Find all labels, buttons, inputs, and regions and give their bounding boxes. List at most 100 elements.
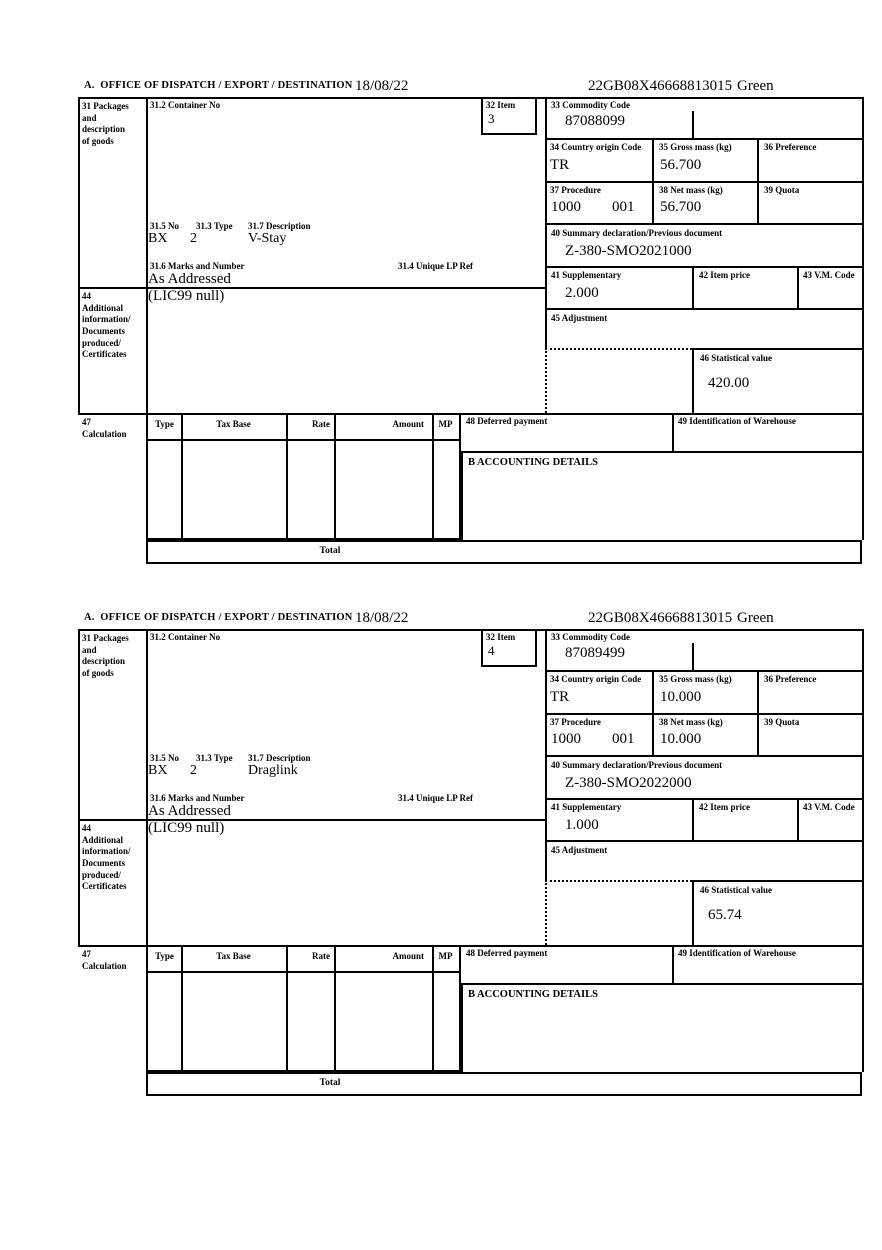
unique-lp-ref-label: 31.4 Unique LP Ref: [398, 261, 474, 271]
box39-quota: 39 Quota: [757, 183, 862, 225]
box40-previous-document: 40 Summary declaration/Previous document…: [545, 225, 862, 268]
border-line: [334, 415, 336, 538]
border-line: [286, 947, 288, 1070]
box43-vm-code: 43 V.M. Code: [797, 800, 862, 842]
dotted-subtotal-box: [545, 880, 692, 945]
additional-information-value: (LIC99 null): [148, 288, 225, 304]
accounting-details-label: B ACCOUNTING DETAILS: [468, 457, 598, 468]
statistical-value: 65.74: [708, 907, 742, 923]
office-of-dispatch-header: A. OFFICE OF DISPATCH / EXPORT / DESTINA…: [84, 612, 353, 623]
box36-preference: 36 Preference: [757, 672, 862, 715]
box35-gross-mass: 35 Gross mass (kg) 56.700: [652, 140, 757, 183]
border-line: [78, 629, 864, 631]
border-line: [78, 97, 864, 99]
declaration-item-block-2: A. OFFICE OF DISPATCH / EXPORT / DESTINA…: [78, 610, 864, 1096]
box48-deferred-payment: 48 Deferred payment: [461, 945, 672, 985]
preference-label: 36 Preference: [764, 674, 817, 684]
border-line: [148, 439, 459, 441]
border-line: [432, 415, 434, 538]
calc-amount-header: Amount: [392, 951, 424, 961]
preference-label: 36 Preference: [764, 142, 817, 152]
marks-and-number-label: 31.6 Marks and Number: [150, 261, 245, 271]
deferred-payment-label: 48 Deferred payment: [466, 948, 548, 958]
box31-packages-label: 31 Packages and description of goods: [82, 633, 129, 679]
box37-procedure: 37 Procedure 1000 001: [545, 715, 652, 757]
commodity-code-divider: [692, 111, 694, 138]
box32-item: 32 Item 4: [481, 629, 537, 667]
box35-gross-mass: 35 Gross mass (kg) 10.000: [652, 672, 757, 715]
gross-mass-value: 56.700: [660, 157, 702, 173]
calc-mp-header: MP: [438, 951, 453, 961]
supplementary-value: 2.000: [565, 285, 599, 301]
package-no-label: 31.5 No: [150, 753, 179, 763]
box49-warehouse-id: 49 Identification of Warehouse: [672, 413, 862, 453]
border-line: [432, 947, 434, 1070]
movement-reference-number: 22GB08X46668813015: [588, 78, 733, 94]
accounting-details-box: B ACCOUNTING DETAILS: [461, 985, 862, 1072]
box45-adjustment: 45 Adjustment: [545, 842, 862, 880]
declaration-item-block-1: A. OFFICE OF DISPATCH / EXPORT / DESTINA…: [78, 78, 864, 564]
goods-description-value: Draglink: [248, 763, 298, 778]
country-origin-label: 34 Country origin Code: [550, 674, 642, 684]
box48-deferred-payment: 48 Deferred payment: [461, 413, 672, 453]
statistical-value: 420.00: [708, 375, 750, 391]
total-label: Total: [319, 1078, 341, 1088]
border-line: [78, 97, 80, 413]
box31-packages-label: 31 Packages and description of goods: [82, 101, 129, 147]
calc-tax-base-header: Tax Base: [216, 951, 251, 961]
package-type-value: 2: [190, 763, 197, 778]
border-line: [148, 971, 459, 973]
border-line: [146, 629, 148, 945]
box39-quota: 39 Quota: [757, 715, 862, 757]
border-line: [181, 415, 183, 538]
dotted-subtotal-box: [545, 348, 692, 413]
box44-additional-info-label: 44 Additional information/ Documents pro…: [82, 823, 131, 892]
procedure-label: 37 Procedure: [550, 717, 601, 727]
previous-document-label: 40 Summary declaration/Previous document: [551, 760, 723, 770]
box38-net-mass: 38 Net mass (kg) 56.700: [652, 183, 757, 225]
adjustment-label: 45 Adjustment: [551, 845, 608, 855]
total-row: Total: [146, 540, 862, 564]
supplementary-value: 1.000: [565, 817, 599, 833]
border-line: [78, 945, 864, 947]
warehouse-id-label: 49 Identification of Warehouse: [678, 416, 796, 426]
previous-document-label: 40 Summary declaration/Previous document: [551, 228, 723, 238]
total-row: Total: [146, 1072, 862, 1096]
calc-amount-header: Amount: [392, 419, 424, 429]
box33-commodity-code: 33 Commodity Code 87088099: [545, 97, 862, 140]
quota-label: 39 Quota: [764, 717, 800, 727]
vm-code-label: 43 V.M. Code: [803, 802, 855, 812]
gross-mass-value: 10.000: [660, 689, 702, 705]
commodity-code-label: 33 Commodity Code: [551, 632, 630, 642]
calculation-table: Type Tax Base Rate Amount MP: [146, 945, 461, 1072]
unique-lp-ref-label: 31.4 Unique LP Ref: [398, 793, 474, 803]
package-type-value: 2: [190, 231, 197, 246]
statistical-value-label: 46 Statistical value: [700, 885, 772, 895]
box41-supplementary: 41 Supplementary 1.000: [545, 800, 692, 842]
border-line: [334, 947, 336, 1070]
procedure-value: 1000: [551, 199, 581, 215]
box46-statistical-value: 46 Statistical value 65.74: [692, 880, 862, 945]
box40-previous-document: 40 Summary declaration/Previous document…: [545, 757, 862, 800]
package-no-value: BX: [148, 231, 168, 246]
border-line: [181, 947, 183, 1070]
deferred-payment-label: 48 Deferred payment: [466, 416, 548, 426]
net-mass-label: 38 Net mass (kg): [659, 717, 723, 727]
box41-supplementary: 41 Supplementary 2.000: [545, 268, 692, 310]
marks-and-number-value: As Addressed: [148, 803, 231, 819]
accounting-details-box: B ACCOUNTING DETAILS: [461, 453, 862, 540]
box34-country-origin: 34 Country origin Code TR: [545, 140, 652, 183]
acceptance-date: 18/08/22: [355, 610, 409, 626]
office-of-dispatch-header: A. OFFICE OF DISPATCH / EXPORT / DESTINA…: [84, 80, 353, 91]
acceptance-date: 18/08/22: [355, 78, 409, 94]
procedure-label: 37 Procedure: [550, 185, 601, 195]
adjustment-label: 45 Adjustment: [551, 313, 608, 323]
net-mass-label: 38 Net mass (kg): [659, 185, 723, 195]
net-mass-value: 10.000: [660, 731, 702, 747]
marks-and-number-label: 31.6 Marks and Number: [150, 793, 245, 803]
calc-rate-header: Rate: [312, 951, 330, 961]
previous-document-value: Z-380-SMO2021000: [565, 243, 692, 259]
commodity-code-value: 87088099: [565, 113, 625, 129]
container-no-label: 31.2 Container No: [150, 632, 221, 642]
